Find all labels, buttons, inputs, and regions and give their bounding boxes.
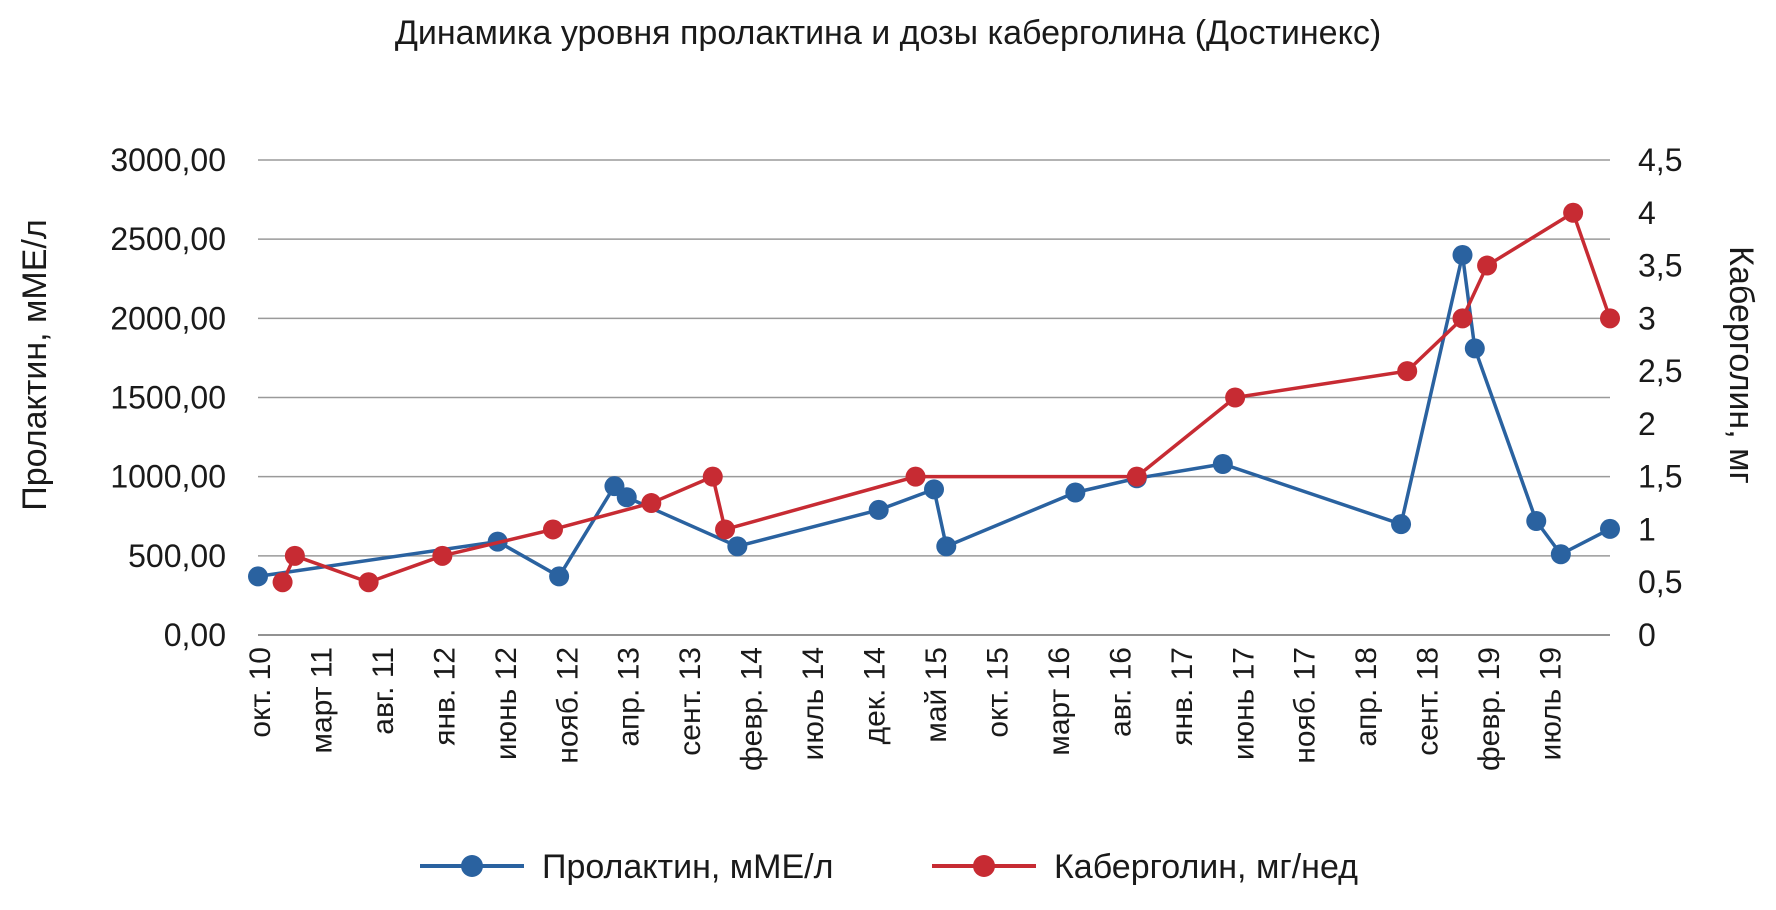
data-point-0[interactable] xyxy=(1065,482,1086,503)
x-tick-label: окт. 10 xyxy=(244,647,277,738)
data-point-0[interactable] xyxy=(727,536,748,557)
data-point-1[interactable] xyxy=(702,466,723,487)
x-tick-label: июль 19 xyxy=(1535,647,1568,760)
x-tick-label: сент. 13 xyxy=(674,647,707,756)
x-axis-ticks: окт. 10 март 11 авг. 11 янв. 12 июнь 12 нояб.… xyxy=(244,647,1568,771)
x-tick-label: апр. 13 xyxy=(613,647,646,747)
data-point-0[interactable] xyxy=(1526,511,1547,531)
data-point-1[interactable] xyxy=(1452,308,1473,329)
chart-title: Динамика уровня пролактина и дозы каберг… xyxy=(395,14,1381,52)
data-point-0[interactable] xyxy=(1600,518,1620,539)
left-axis-ticks: 0,00 500,00 1000,00 1500,00 2000,00 2500,00 30… xyxy=(110,142,226,653)
right-tick-label: 1 xyxy=(1638,511,1656,547)
data-point-1[interactable] xyxy=(1225,387,1246,408)
x-tick-label: нояб. 17 xyxy=(1289,647,1322,764)
x-tick-label: авг. 16 xyxy=(1104,647,1137,737)
right-axis-label: Каберголин, мг xyxy=(1722,246,1760,484)
data-point-1[interactable] xyxy=(272,572,293,593)
x-tick-label: сент. 18 xyxy=(1412,647,1445,756)
x-tick-label: март 16 xyxy=(1043,647,1076,756)
right-tick-label: 4,5 xyxy=(1638,142,1682,178)
left-tick-label: 1000,00 xyxy=(110,459,226,495)
right-axis-ticks: 0 0,5 1 1,5 2 2,5 3 3,5 4 4,5 xyxy=(1638,142,1682,653)
left-tick-label: 2000,00 xyxy=(110,300,226,336)
series-layer xyxy=(248,202,1620,593)
data-point-0[interactable] xyxy=(1391,514,1412,535)
x-tick-label: апр. 18 xyxy=(1350,647,1383,747)
x-tick-label: май 15 xyxy=(920,647,953,743)
x-tick-label: февр. 19 xyxy=(1473,647,1506,771)
gridlines xyxy=(258,159,1610,636)
x-tick-label: июль 14 xyxy=(797,647,830,760)
x-tick-label: нояб. 12 xyxy=(551,647,584,764)
data-point-1[interactable] xyxy=(1563,202,1584,223)
data-point-1[interactable] xyxy=(1477,255,1498,276)
data-point-0[interactable] xyxy=(1452,245,1473,265)
right-tick-label: 4 xyxy=(1638,195,1656,231)
data-point-0[interactable] xyxy=(1550,544,1571,565)
data-point-0[interactable] xyxy=(924,479,944,500)
series-line-0 xyxy=(257,253,1611,579)
legend-item-cabergoline[interactable]: Каберголин, мг/нед xyxy=(932,848,1358,886)
x-tick-label: янв. 12 xyxy=(428,647,461,746)
data-point-1[interactable] xyxy=(1600,308,1620,329)
data-point-1[interactable] xyxy=(284,545,305,566)
left-tick-label: 2500,00 xyxy=(110,221,226,257)
data-point-0[interactable] xyxy=(549,566,570,587)
data-point-1[interactable] xyxy=(432,545,453,566)
series-line-1 xyxy=(280,211,1612,584)
data-point-0[interactable] xyxy=(248,566,268,587)
right-tick-label: 2 xyxy=(1638,406,1656,442)
right-tick-label: 2,5 xyxy=(1638,353,1682,389)
right-tick-label: 3,5 xyxy=(1638,248,1682,284)
left-tick-label: 500,00 xyxy=(128,538,226,574)
x-tick-label: март 11 xyxy=(305,647,338,754)
legend-label-prolactin: Пролактин, мМЕ/л xyxy=(542,848,833,886)
left-tick-label: 3000,00 xyxy=(110,142,226,178)
data-point-1[interactable] xyxy=(542,519,563,540)
data-point-1[interactable] xyxy=(715,519,736,540)
right-tick-label: 0 xyxy=(1638,617,1656,653)
data-point-1[interactable] xyxy=(358,572,379,593)
x-tick-label: авг. 11 xyxy=(367,647,400,735)
data-point-0[interactable] xyxy=(616,487,637,508)
x-tick-label: июнь 17 xyxy=(1227,647,1260,760)
x-tick-label: февр. 14 xyxy=(736,647,769,771)
data-point-0[interactable] xyxy=(936,536,957,557)
x-tick-label: дек. 14 xyxy=(859,647,892,744)
data-point-0[interactable] xyxy=(1464,338,1485,359)
left-tick-label: 1500,00 xyxy=(110,380,226,416)
data-point-1[interactable] xyxy=(1126,466,1147,487)
data-point-0[interactable] xyxy=(1212,454,1233,474)
legend: Пролактин, мМЕ/л Каберголин, мг/нед xyxy=(420,848,1358,886)
legend-marker-prolactin xyxy=(461,855,483,877)
data-point-1[interactable] xyxy=(905,466,926,487)
legend-label-cabergoline: Каберголин, мг/нед xyxy=(1054,848,1358,886)
x-tick-label: окт. 15 xyxy=(981,647,1014,738)
x-tick-label: июнь 12 xyxy=(490,647,523,760)
data-point-1[interactable] xyxy=(1397,361,1418,382)
data-point-1[interactable] xyxy=(641,493,662,514)
x-tick-label: янв. 17 xyxy=(1166,647,1199,746)
right-tick-label: 0,5 xyxy=(1638,564,1682,600)
left-axis-label: Пролактин, мМЕ/л xyxy=(16,219,54,510)
legend-marker-cabergoline xyxy=(973,855,995,877)
right-tick-label: 3 xyxy=(1638,300,1656,336)
data-point-0[interactable] xyxy=(868,499,889,520)
legend-item-prolactin[interactable]: Пролактин, мМЕ/л xyxy=(420,848,833,886)
right-tick-label: 1,5 xyxy=(1638,459,1682,495)
left-tick-label: 0,00 xyxy=(164,617,226,653)
